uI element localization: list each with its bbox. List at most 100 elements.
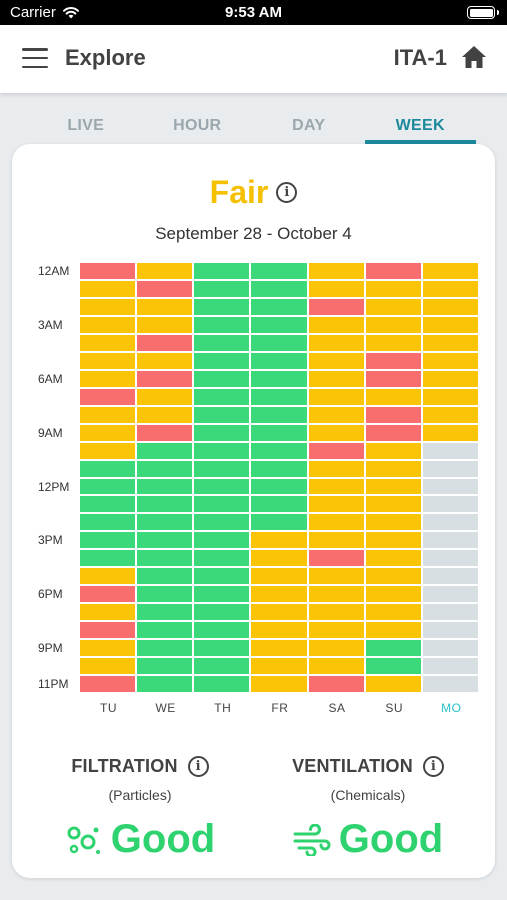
heatmap-cell <box>194 316 250 333</box>
heatmap-cell <box>251 478 307 495</box>
heatmap-cell <box>365 263 421 279</box>
hour-label: 11PM <box>38 677 69 692</box>
heatmap-cell <box>422 568 478 585</box>
hour-label: 3PM <box>38 533 63 548</box>
heatmap-cell <box>308 478 364 495</box>
heatmap-cell <box>194 568 250 585</box>
heatmap-cell <box>365 550 421 567</box>
heatmap-cell <box>194 388 250 405</box>
heatmap-cell <box>137 640 193 657</box>
heatmap-cell <box>251 388 307 405</box>
heatmap-cell <box>251 550 307 567</box>
day-label: MO <box>441 701 462 715</box>
heatmap-cell <box>194 298 250 315</box>
heatmap-cell <box>137 586 193 603</box>
heatmap-cell <box>251 298 307 315</box>
heatmap-cell <box>80 460 136 477</box>
hour-label: 9AM <box>38 425 63 440</box>
heatmap-cell <box>137 478 193 495</box>
heatmap-cell <box>80 532 136 549</box>
heatmap-cell <box>251 658 307 675</box>
particles-icon <box>67 826 100 854</box>
heatmap-cell <box>308 586 364 603</box>
carrier-info: Carrier <box>10 4 80 21</box>
filtration-subtitle: (Particles) <box>108 787 172 803</box>
air-quality-status: Fair <box>209 174 269 210</box>
heatmap-cell <box>80 334 136 351</box>
heatmap-cell <box>194 622 250 639</box>
heatmap-cell <box>137 604 193 621</box>
heatmap-cell <box>422 406 478 423</box>
heatmap-cell <box>422 586 478 603</box>
heatmap-cell <box>308 604 364 621</box>
heatmap-cell <box>365 334 421 351</box>
heatmap-cell <box>137 298 193 315</box>
hamburger-menu-icon[interactable] <box>22 48 48 68</box>
home-icon[interactable] <box>461 45 487 69</box>
heatmap-cell <box>137 334 193 351</box>
tab-day[interactable]: DAY <box>292 117 326 134</box>
heatmap-cell <box>422 550 478 567</box>
heatmap-cell <box>251 604 307 621</box>
heatmap-cell <box>365 424 421 441</box>
heatmap-cell <box>308 676 364 693</box>
heatmap-cell <box>137 550 193 567</box>
heatmap-cell <box>137 316 193 333</box>
heatmap-cell <box>80 496 136 513</box>
ventilation-title: VENTILATION <box>292 756 413 776</box>
heatmap-cell <box>365 298 421 315</box>
heatmap-cell <box>80 604 136 621</box>
heatmap-cell <box>80 640 136 657</box>
heatmap-cell <box>422 370 478 387</box>
heatmap-cell <box>365 406 421 423</box>
heatmap-cell <box>422 658 478 675</box>
heatmap-cell <box>422 622 478 639</box>
heatmap-cell <box>137 388 193 405</box>
info-icon[interactable]: i <box>276 182 298 203</box>
heatmap-cell <box>194 334 250 351</box>
heatmap-cell <box>422 496 478 513</box>
device-name[interactable]: ITA-1 <box>393 45 447 70</box>
heatmap-cell <box>80 424 136 441</box>
heatmap-cell <box>365 388 421 405</box>
heatmap-cell <box>422 442 478 459</box>
battery-icon <box>467 6 499 19</box>
heatmap-cell <box>137 263 193 279</box>
page-title: Explore <box>65 45 146 70</box>
heatmap-cell <box>137 514 193 531</box>
heatmap-cell <box>308 550 364 567</box>
filtration-info-icon[interactable]: i <box>187 756 209 777</box>
heatmap-cell <box>365 280 421 297</box>
heatmap-cell <box>308 496 364 513</box>
ventilation-info-icon[interactable]: i <box>422 756 444 777</box>
heatmap-cell <box>365 622 421 639</box>
heatmap-cell <box>251 370 307 387</box>
heatmap-cell <box>194 442 250 459</box>
heatmap-cell <box>194 676 250 693</box>
heatmap-cell <box>365 460 421 477</box>
heatmap-cell <box>308 280 364 297</box>
tab-week[interactable]: WEEK <box>364 112 476 144</box>
heatmap-cell <box>365 316 421 333</box>
tab-live[interactable]: LIVE <box>67 117 105 134</box>
heatmap-cell <box>137 496 193 513</box>
heatmap-cell <box>365 478 421 495</box>
heatmap-cell <box>251 316 307 333</box>
heatmap-cell <box>365 514 421 531</box>
wind-icon <box>293 823 331 856</box>
heatmap-cell <box>194 514 250 531</box>
heatmap-cell <box>137 442 193 459</box>
hour-label: 12AM <box>38 264 70 278</box>
heatmap-cell <box>80 514 136 531</box>
heatmap-cell <box>194 460 250 477</box>
heatmap-cell <box>137 370 193 387</box>
heatmap-cell <box>194 406 250 423</box>
heatmap-cell <box>251 406 307 423</box>
heatmap-cell <box>308 370 364 387</box>
heatmap-cell <box>194 478 250 495</box>
heatmap-cell <box>422 424 478 441</box>
tab-hour[interactable]: HOUR <box>173 117 222 134</box>
heatmap-cell <box>137 658 193 675</box>
ventilation-metric: VENTILATION i (Chemicals) Good <box>248 756 488 862</box>
heatmap-cell <box>80 478 136 495</box>
